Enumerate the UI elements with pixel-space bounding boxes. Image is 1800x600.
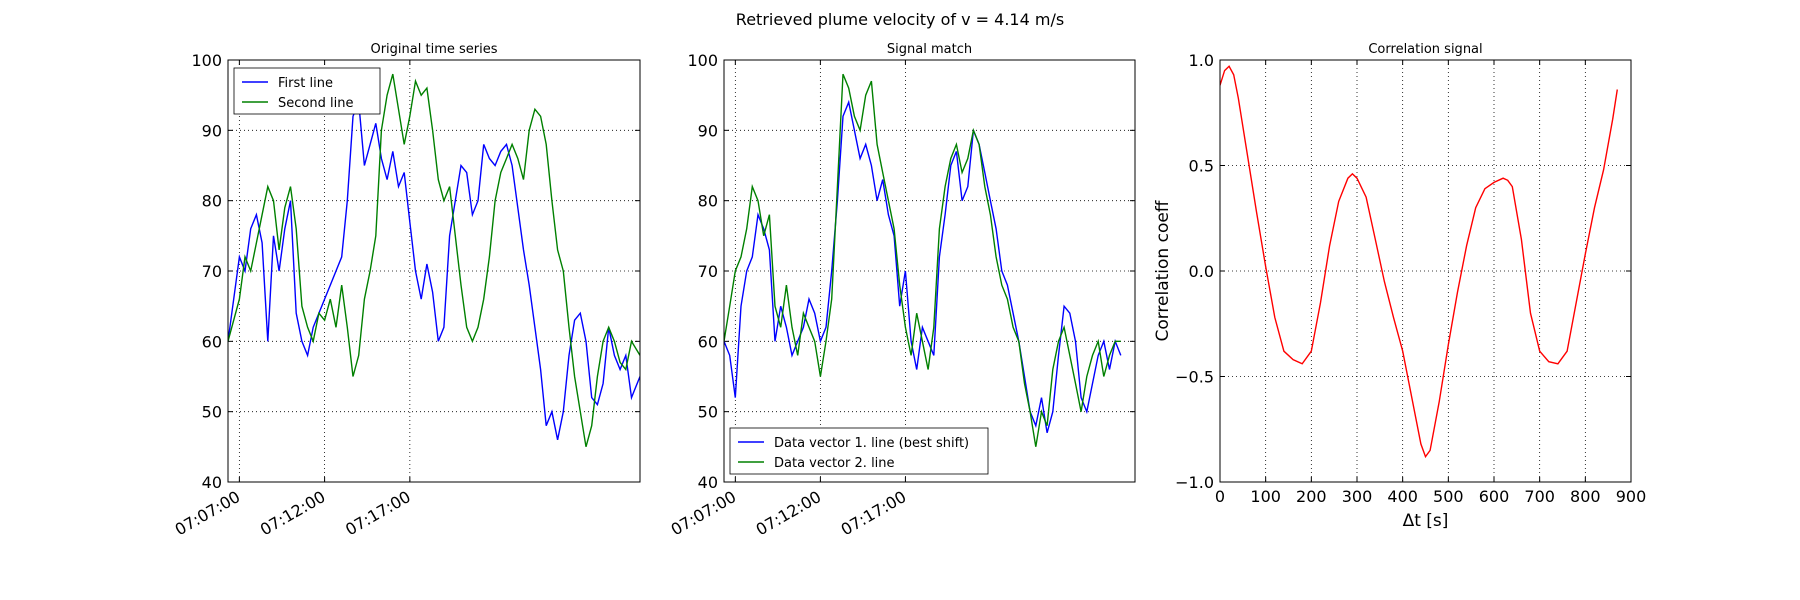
axes-frame bbox=[723, 59, 1136, 483]
y-tick-label: 60 bbox=[698, 332, 718, 351]
chart-3: Correlation signal 0 100 200 300 400 500 600 700… bbox=[1153, 42, 1646, 531]
legend-label: Data vector 1. line (best shift) bbox=[774, 436, 969, 451]
x-tick-label: 200 bbox=[1296, 487, 1327, 506]
y-tick-label: 0.0 bbox=[1189, 262, 1214, 281]
y-tick-label: 50 bbox=[698, 403, 718, 422]
legend-box bbox=[233, 67, 381, 115]
series-line-1 bbox=[228, 101, 640, 440]
y-tick-label: −0.5 bbox=[1175, 368, 1214, 387]
y-tick-label: 60 bbox=[202, 332, 222, 351]
y-tick-label: −1.0 bbox=[1175, 473, 1214, 492]
y-tick-label: 0.5 bbox=[1189, 157, 1214, 176]
series-line-2 bbox=[724, 73, 1121, 447]
axes-frame bbox=[1219, 59, 1632, 483]
x-tick-label: 07:12:00 bbox=[257, 487, 329, 539]
legend-label: First line bbox=[278, 76, 333, 91]
y-tick-label: 80 bbox=[698, 192, 718, 211]
legend-label: Data vector 2. line bbox=[774, 456, 895, 471]
x-tick-label: 400 bbox=[1387, 487, 1418, 506]
y-tick-label: 1.0 bbox=[1189, 51, 1214, 70]
chart-title: Original time series bbox=[370, 42, 497, 57]
y-tick-label: 90 bbox=[202, 121, 222, 140]
figure-title: Retrieved plume velocity of v = 4.14 m/s bbox=[735, 10, 1065, 29]
x-tick-label: 07:07:00 bbox=[668, 487, 740, 539]
x-tick-label: 07:17:00 bbox=[342, 487, 414, 539]
axes-frame bbox=[227, 59, 641, 483]
y-tick-label: 100 bbox=[687, 51, 718, 70]
series-line-1 bbox=[1220, 65, 1618, 459]
y-tick-label: 70 bbox=[698, 262, 718, 281]
x-tick-label: 900 bbox=[1616, 487, 1647, 506]
x-tick-label: 300 bbox=[1342, 487, 1373, 506]
x-tick-label: 100 bbox=[1250, 487, 1281, 506]
x-tick-label: 800 bbox=[1570, 487, 1601, 506]
y-tick-label: 40 bbox=[698, 473, 718, 492]
x-tick-label: 07:07:00 bbox=[172, 487, 244, 539]
y-tick-label: 80 bbox=[202, 192, 222, 211]
x-axis-label: Δt [s] bbox=[1403, 511, 1449, 531]
chart-title: Signal match bbox=[887, 42, 972, 57]
y-axis-label: Correlation coeff bbox=[1153, 199, 1173, 341]
x-tick-label: 700 bbox=[1524, 487, 1555, 506]
legend-label: Second line bbox=[278, 96, 353, 111]
y-tick-label: 100 bbox=[191, 51, 222, 70]
y-tick-label: 90 bbox=[698, 121, 718, 140]
series-line-1 bbox=[724, 99, 1122, 433]
chart-2: Signal match 07:07:00 07:12:00 07:17:00 40 50… bbox=[668, 42, 1136, 539]
chart-1: Original time series 07:07:00 07:12:00 07:1… bbox=[172, 42, 641, 539]
series-line-2 bbox=[228, 73, 640, 447]
x-tick-label: 600 bbox=[1479, 487, 1510, 506]
x-tick-label: 07:17:00 bbox=[838, 487, 910, 539]
x-tick-label: 0 bbox=[1215, 487, 1225, 506]
chart-title: Correlation signal bbox=[1368, 42, 1482, 57]
x-tick-label: 07:12:00 bbox=[753, 487, 825, 539]
y-tick-label: 50 bbox=[202, 403, 222, 422]
legend: First line Second line bbox=[233, 67, 381, 115]
x-tick-label: 500 bbox=[1433, 487, 1464, 506]
y-tick-label: 40 bbox=[202, 473, 222, 492]
legend-box bbox=[729, 427, 989, 475]
legend: Data vector 1. line (best shift) Data vec… bbox=[729, 427, 989, 475]
y-tick-label: 70 bbox=[202, 262, 222, 281]
